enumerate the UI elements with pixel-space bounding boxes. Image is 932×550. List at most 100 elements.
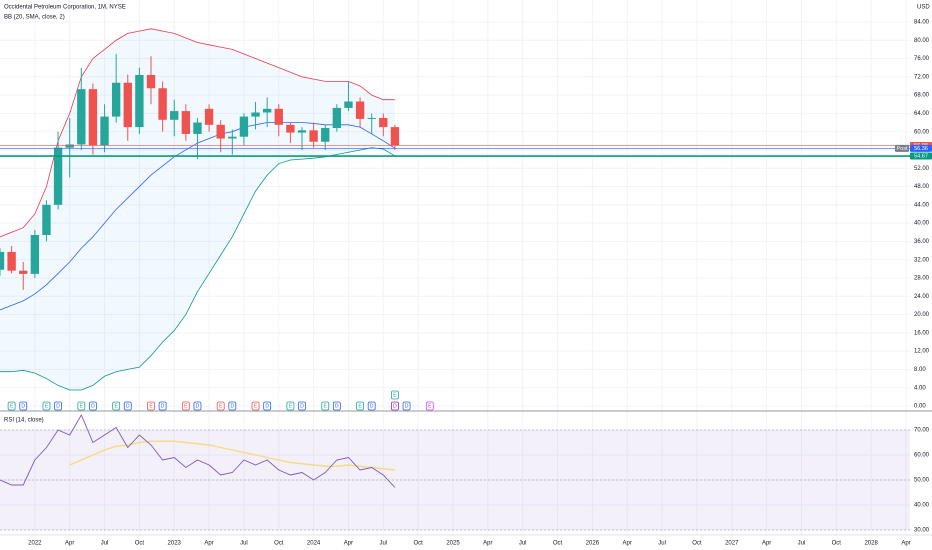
x-tick-label: Oct xyxy=(553,541,563,547)
rsi-line xyxy=(0,413,396,488)
candle-body xyxy=(321,128,330,142)
session-label: Post xyxy=(896,146,907,152)
event-marker xyxy=(54,401,62,411)
event-label: E xyxy=(149,404,153,410)
candle-body xyxy=(7,251,16,271)
y-tick-label: 12.00 xyxy=(914,349,930,355)
candle-body xyxy=(77,89,86,145)
x-tick-label: Apr xyxy=(204,541,213,547)
event-marker xyxy=(19,401,28,411)
candle-body xyxy=(286,124,295,133)
event-label: E xyxy=(114,404,118,410)
candle-body xyxy=(390,127,400,146)
event-label: E xyxy=(45,404,49,410)
event-label: D xyxy=(370,404,374,410)
y-tick-label: 32.00 xyxy=(914,257,930,263)
rsi-line xyxy=(69,440,395,471)
event-marker xyxy=(391,401,399,411)
event-marker xyxy=(112,401,121,411)
candle-body xyxy=(251,112,260,117)
event-label: D xyxy=(91,404,95,410)
y-tick-label: 64.00 xyxy=(914,111,930,117)
y-tick-label: 16.00 xyxy=(914,330,930,336)
event-label: D xyxy=(21,404,25,410)
event-marker xyxy=(251,401,260,411)
candle-body xyxy=(379,117,388,128)
y-tick-label: 76.00 xyxy=(914,56,930,62)
x-tick-label: 2027 xyxy=(725,541,739,547)
event-label: D xyxy=(196,404,200,410)
price-label: 56.36 xyxy=(914,146,928,152)
x-tick-label: Oct xyxy=(692,541,702,547)
event-label: E xyxy=(184,404,188,410)
x-tick-label: Oct xyxy=(274,541,284,547)
y-tick-label: 84.00 xyxy=(914,20,930,26)
currency-label: USD xyxy=(917,5,930,11)
event-label: E xyxy=(254,404,258,410)
candle-body xyxy=(65,144,74,148)
candle-body xyxy=(332,107,342,129)
event-label: D xyxy=(161,404,165,410)
candle-body xyxy=(19,270,28,274)
candle-body xyxy=(204,108,214,125)
candle-body xyxy=(53,147,63,205)
candle-body xyxy=(30,235,40,274)
event-marker xyxy=(356,401,364,411)
y-tick-label: 44.00 xyxy=(914,202,930,208)
y-tick-label: 36.00 xyxy=(914,239,930,245)
candle-body xyxy=(135,74,144,128)
y-tick-label: 24.00 xyxy=(914,294,930,300)
event-marker xyxy=(147,401,155,411)
event-marker xyxy=(89,401,97,411)
bollinger-line xyxy=(0,28,395,238)
event-marker xyxy=(77,401,86,411)
y-tick-label: 40.00 xyxy=(914,503,930,509)
event-marker xyxy=(181,401,190,411)
indicator-title: BB (20, SMA, close, 2) xyxy=(4,15,65,21)
x-tick-label: 2028 xyxy=(864,541,878,547)
candle-body xyxy=(88,89,98,146)
candle-body xyxy=(262,108,272,113)
x-tick-label: Jul xyxy=(379,541,387,547)
candle-body xyxy=(216,124,225,139)
session-box xyxy=(895,144,909,152)
rsi-pane xyxy=(0,413,910,531)
y-tick-label: 40.00 xyxy=(914,221,930,227)
x-tick-label: 2025 xyxy=(446,541,460,547)
grid xyxy=(0,0,910,535)
x-tick-label: Jul xyxy=(658,541,666,547)
event-label: E xyxy=(10,404,14,410)
x-tick-label: 2026 xyxy=(586,541,600,547)
y-tick-label: 60.00 xyxy=(914,453,930,459)
candle-body xyxy=(228,136,237,139)
chart-title: Occidental Petroleum Corporation, 1M, NY… xyxy=(4,5,126,11)
x-tick-label: Jul xyxy=(519,541,527,547)
event-marker xyxy=(298,401,306,411)
event-marker xyxy=(332,401,341,411)
event-marker xyxy=(391,390,399,400)
candle-body xyxy=(274,108,283,125)
candle-body xyxy=(158,88,167,120)
event-label: D xyxy=(405,404,409,410)
axes: 2022 Apr Jul Oct 2023 Apr Jul Oct 2024 Apr Jul Oct 2… xyxy=(28,20,932,547)
band-fill xyxy=(0,28,395,391)
event-marker xyxy=(367,401,376,411)
event-label: D xyxy=(56,404,60,410)
event-label: D xyxy=(300,404,304,410)
event-marker xyxy=(7,401,16,411)
y-tick-label: 80.00 xyxy=(914,38,930,44)
y-tick-label: 52.00 xyxy=(914,166,930,172)
event-label: E xyxy=(219,404,223,410)
candle-body xyxy=(111,82,121,117)
candle-body xyxy=(42,204,51,236)
price-label: 54.67 xyxy=(914,153,928,159)
x-tick-label: Jul xyxy=(101,541,109,547)
event-marker xyxy=(402,401,411,411)
candle-body xyxy=(309,130,318,142)
event-label: D xyxy=(393,404,397,410)
event-label: D xyxy=(335,404,339,410)
event-marker xyxy=(321,401,330,411)
y-tick-label: 30.00 xyxy=(914,528,930,534)
